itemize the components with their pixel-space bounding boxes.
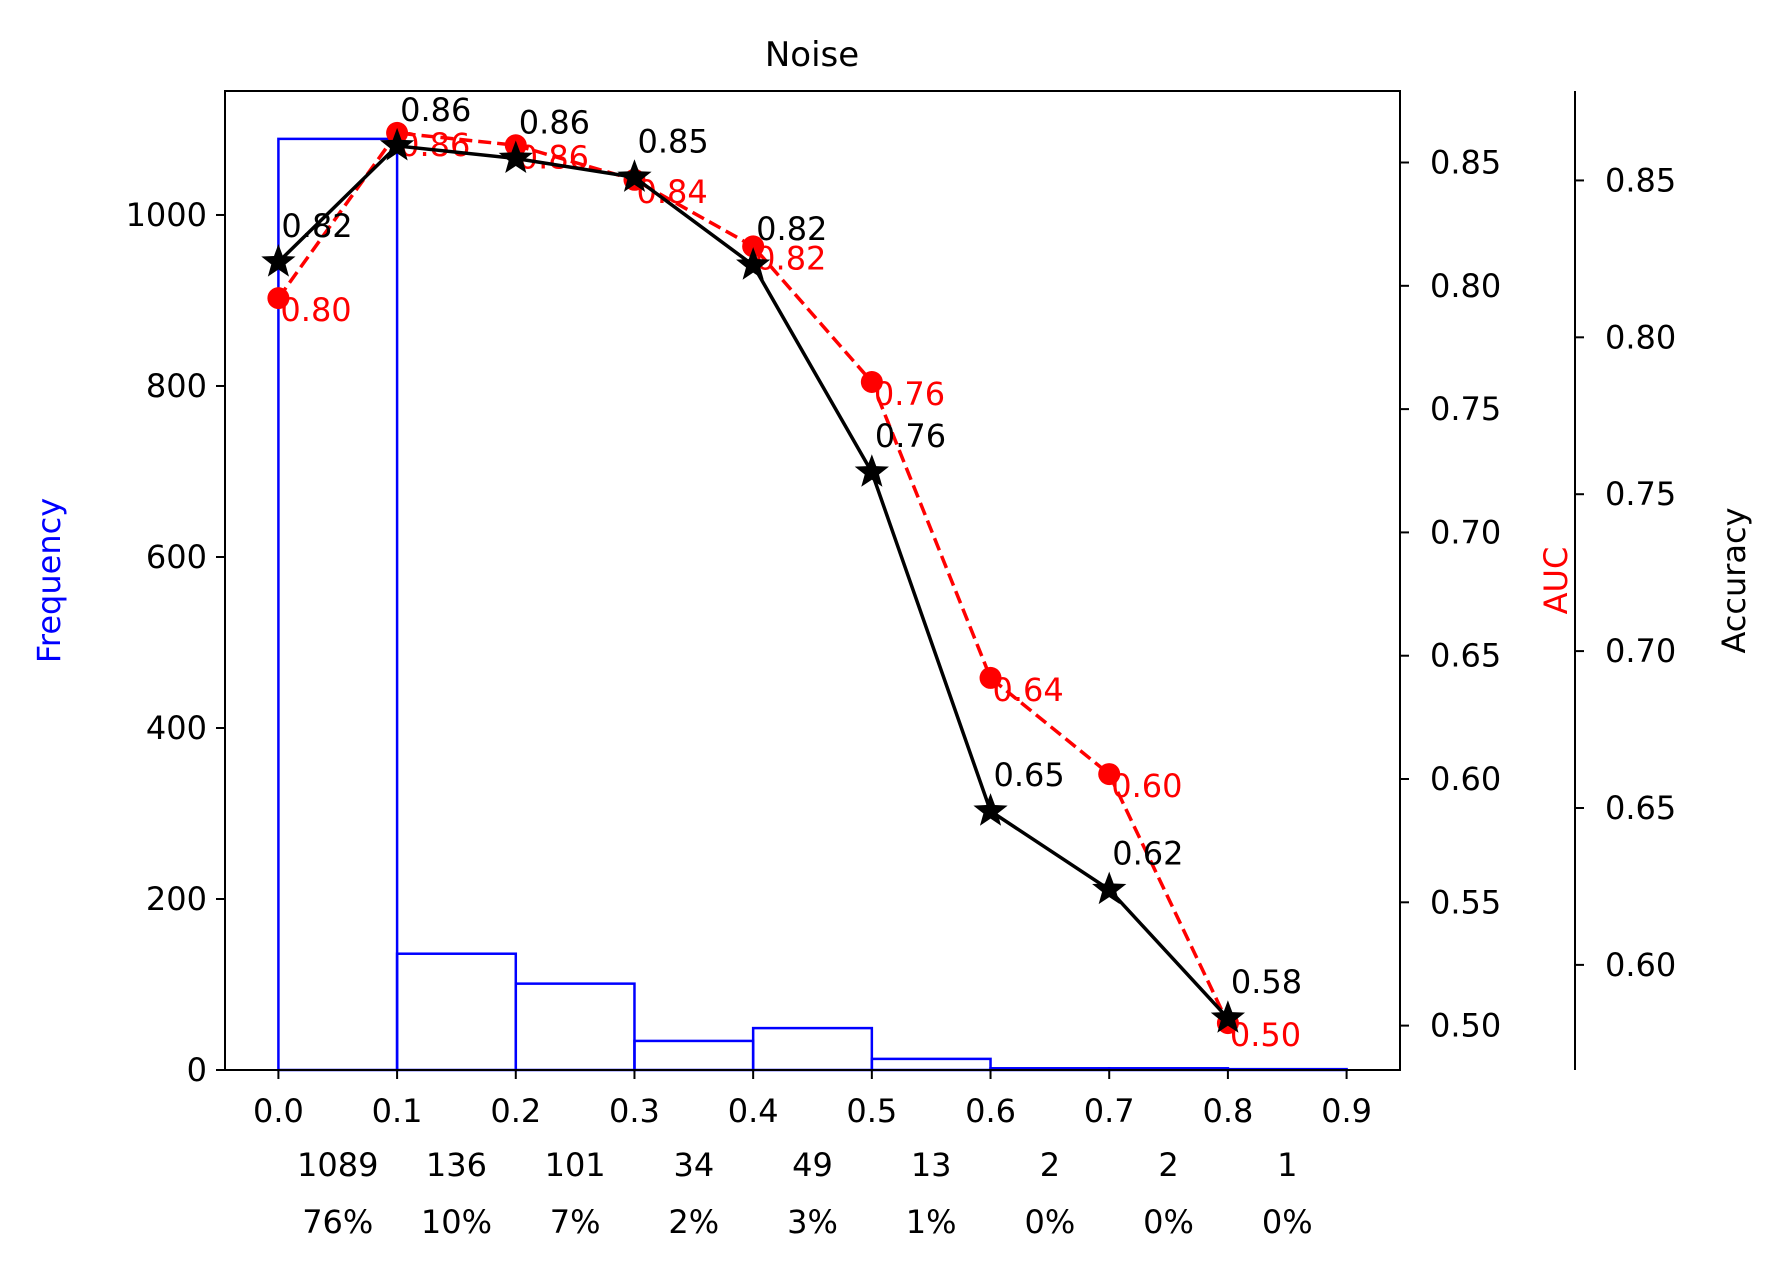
accuracy-data-label: 0.86 <box>400 91 471 129</box>
bin-count-label: 1089 <box>297 1146 378 1184</box>
bin-percent-label: 7% <box>550 1203 601 1241</box>
accuracy-point <box>736 247 771 280</box>
auc-tick-label: 0.55 <box>1430 883 1501 921</box>
bin-percent-label: 3% <box>787 1203 838 1241</box>
frequency-tick-label: 400 <box>146 709 207 747</box>
accuracy-tick-label: 0.75 <box>1605 475 1676 513</box>
accuracy-point <box>379 127 415 161</box>
accuracy-data-label: 0.85 <box>637 122 708 160</box>
auc-point <box>1098 763 1121 786</box>
accuracy-point <box>973 793 1008 826</box>
x-axis: 0.0 0.1 0.2 0.3 0.4 0.5 0.6 0.7 0.8 0.9 <box>253 1070 1372 1130</box>
x-tick-label: 0.9 <box>1321 1092 1372 1130</box>
bin-count-label: 136 <box>426 1146 487 1184</box>
auc-point <box>979 666 1002 689</box>
accuracy-axis: 0.60 0.65 0.70 0.75 0.80 0.85 Accuracy <box>1574 91 1753 1070</box>
accuracy-point <box>1210 1000 1246 1033</box>
auc-data-label: 0.80 <box>280 291 351 329</box>
bin-percent-label: 10% <box>421 1203 492 1241</box>
accuracy-point <box>1092 871 1127 905</box>
accuracy-point <box>617 159 652 192</box>
auc-tick-label: 0.60 <box>1430 760 1501 798</box>
bin-count-label: 49 <box>792 1146 833 1184</box>
frequency-tick-label: 600 <box>146 538 207 576</box>
accuracy-data-label: 0.82 <box>281 207 352 245</box>
accuracy-tick-label: 0.85 <box>1605 161 1676 199</box>
x-tick-label: 0.3 <box>609 1092 660 1130</box>
bin-count-label: 13 <box>911 1146 952 1184</box>
auc-tick-label: 0.50 <box>1430 1007 1501 1045</box>
auc-tick-label: 0.75 <box>1430 390 1501 428</box>
frequency-tick-label: 0 <box>187 1051 207 1089</box>
bin-percent-label: 1% <box>906 1203 957 1241</box>
auc-axis-label: AUC <box>1537 547 1575 615</box>
bin-count-label: 2 <box>1158 1146 1178 1184</box>
accuracy-data-label: 0.86 <box>519 103 590 141</box>
auc-data-label: 0.50 <box>1230 1016 1301 1054</box>
x-tick-label: 0.1 <box>372 1092 423 1130</box>
frequency-axis-label: Frequency <box>30 498 68 663</box>
accuracy-data-label: 0.65 <box>994 756 1065 794</box>
bin-count-label: 34 <box>673 1146 714 1184</box>
auc-data-label: 0.86 <box>518 138 589 176</box>
auc-data-label: 0.82 <box>755 239 826 277</box>
bin-percent-label: 0% <box>1262 1203 1313 1241</box>
auc-series: 0.800.86 0.860.840.820.760.640.600.50 <box>267 121 1301 1054</box>
auc-tick-label: 0.65 <box>1430 637 1501 675</box>
auc-tick-label: 0.80 <box>1430 267 1501 305</box>
auc-point <box>860 370 883 393</box>
auc-tick-label: 0.70 <box>1430 513 1501 551</box>
accuracy-axis-label: Accuracy <box>1715 507 1753 653</box>
bin-percent-label: 0% <box>1143 1203 1194 1241</box>
frequency-axis: 0 200 400 600 800 1000 Frequency <box>30 196 225 1089</box>
x-tick-label: 0.7 <box>1084 1092 1135 1130</box>
bin-percent-label: 76% <box>302 1203 373 1241</box>
auc-data-label: 0.60 <box>1111 767 1182 805</box>
accuracy-tick-label: 0.65 <box>1605 789 1676 827</box>
accuracy-data-label: 0.82 <box>756 210 827 248</box>
frequency-tick-label: 800 <box>146 367 207 405</box>
auc-tick-label: 0.85 <box>1430 144 1501 182</box>
bin-count-label: 1 <box>1277 1146 1297 1184</box>
accuracy-point <box>498 140 533 174</box>
accuracy-data-label: 0.76 <box>875 417 946 455</box>
frequency-tick-label: 200 <box>146 880 207 918</box>
x-tick-label: 0.4 <box>728 1092 779 1130</box>
bin-percent-label: 2% <box>668 1203 719 1241</box>
plot-border <box>224 90 1401 1071</box>
auc-point <box>742 235 765 258</box>
accuracy-data-label: 0.58 <box>1231 963 1302 1001</box>
x-tick-label: 0.8 <box>1202 1092 1253 1130</box>
accuracy-series: 0.820.86 0.86 0.850.820.760.650.620.58 <box>261 91 1302 1033</box>
bin-percent-label: 0% <box>1024 1203 1075 1241</box>
accuracy-tick-label: 0.60 <box>1605 946 1676 984</box>
accuracy-tick-label: 0.80 <box>1605 318 1676 356</box>
x-tick-label: 0.2 <box>490 1092 541 1130</box>
x-tick-label: 0.0 <box>253 1092 304 1130</box>
auc-axis: 0.50 0.55 0.60 0.65 0.70 0.75 0.80 0.85 AUC <box>1400 144 1575 1045</box>
x-tick-label: 0.5 <box>846 1092 897 1130</box>
accuracy-point <box>261 244 296 277</box>
auc-point <box>267 287 290 310</box>
plot-frame <box>224 90 1401 1071</box>
auc-data-label: 0.64 <box>993 671 1064 709</box>
accuracy-data-label: 0.62 <box>1112 835 1183 873</box>
bin-count-label: 101 <box>545 1146 606 1184</box>
chart-title: Noise <box>765 35 859 75</box>
frequency-tick-label: 1000 <box>126 196 207 234</box>
accuracy-point <box>854 454 889 487</box>
bin-count-label: 2 <box>1040 1146 1060 1184</box>
accuracy-tick-label: 0.70 <box>1605 632 1676 670</box>
auc-data-label: 0.76 <box>874 375 945 413</box>
auc-data-label: 0.86 <box>399 126 470 164</box>
x-tick-label: 0.6 <box>965 1092 1016 1130</box>
